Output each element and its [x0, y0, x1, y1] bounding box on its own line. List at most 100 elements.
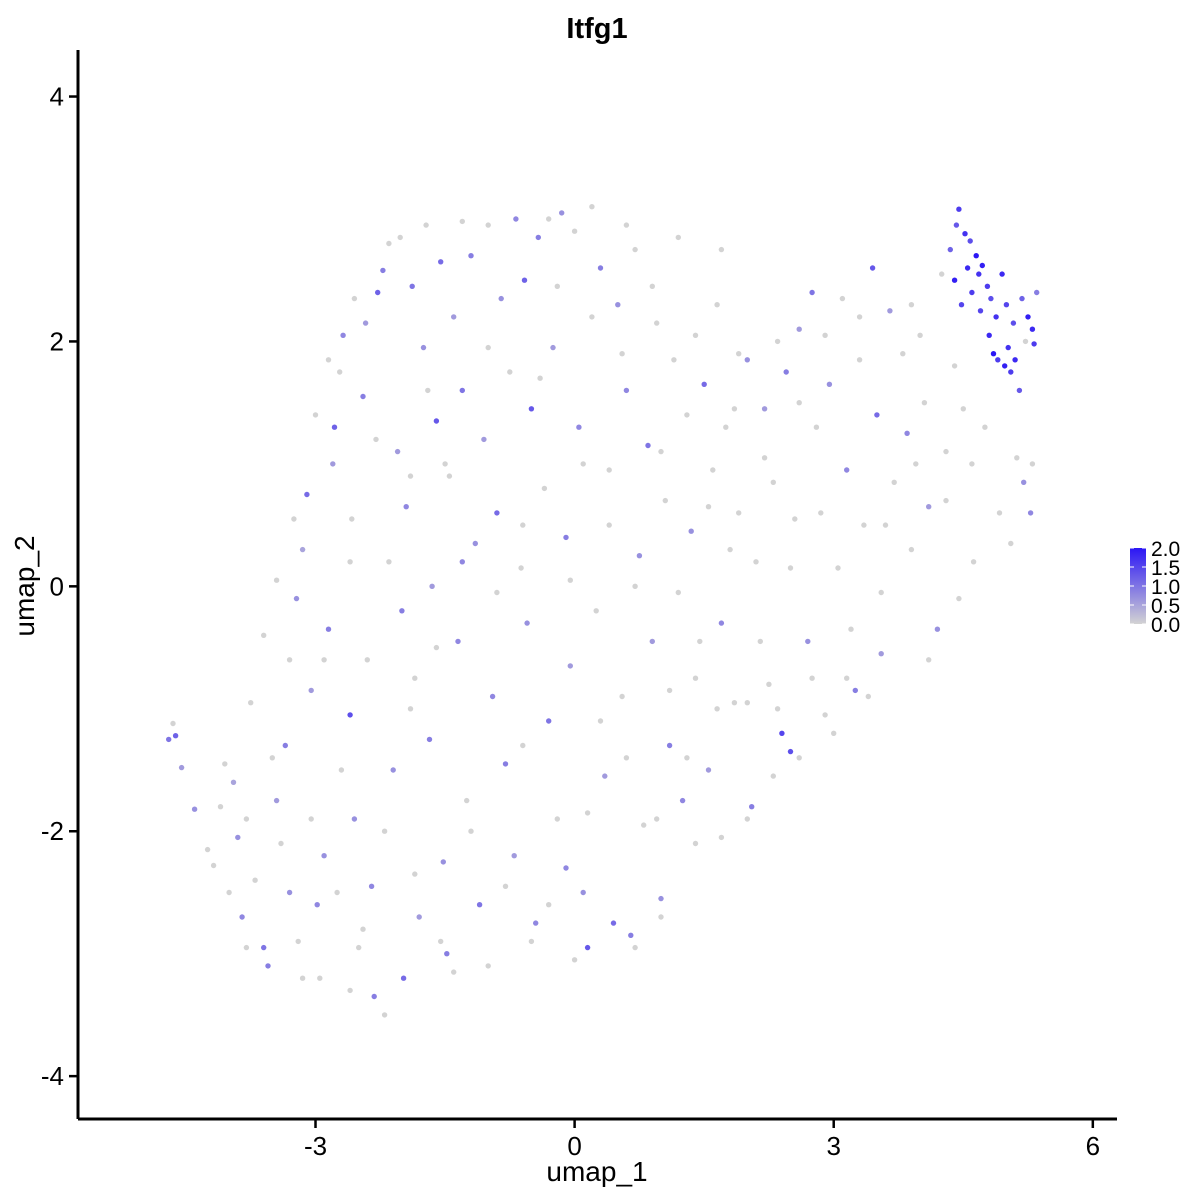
data-point [412, 675, 418, 681]
data-point [891, 479, 897, 485]
data-point [433, 644, 440, 651]
data-point [684, 755, 690, 761]
data-point [537, 375, 543, 381]
y-tick-label: -4 [41, 1061, 64, 1091]
data-point [308, 687, 314, 694]
data-point [766, 681, 772, 687]
data-point [399, 608, 405, 614]
data-point [321, 853, 327, 859]
data-point [995, 357, 1001, 363]
data-point [926, 504, 932, 510]
data-point [675, 589, 681, 596]
data-point [576, 424, 582, 430]
data-point [848, 626, 854, 632]
data-point [692, 332, 699, 338]
data-point [444, 951, 450, 957]
data-point [347, 987, 353, 994]
data-point [969, 461, 975, 467]
data-point [984, 283, 991, 289]
data-point [679, 797, 686, 804]
data-point [606, 522, 612, 528]
data-point [999, 271, 1005, 277]
data-point [602, 773, 608, 779]
data-point [701, 381, 707, 387]
data-point [723, 424, 729, 430]
data-point [546, 216, 552, 222]
data-point [962, 231, 968, 237]
data-point [831, 730, 837, 736]
data-point [1008, 540, 1014, 547]
data-point [958, 302, 965, 308]
data-point [498, 295, 504, 302]
data-point [459, 559, 465, 565]
data-point [507, 369, 513, 375]
data-point [632, 583, 638, 589]
data-point [269, 755, 275, 761]
data-point [960, 406, 966, 412]
data-point [887, 308, 893, 314]
data-point [826, 381, 833, 387]
data-point [455, 638, 461, 645]
data-point [926, 657, 932, 663]
data-point [1003, 302, 1010, 308]
data-point [744, 357, 750, 363]
data-point [554, 816, 560, 822]
chart-title: Itfg1 [566, 13, 627, 45]
data-point [688, 528, 694, 534]
data-point [464, 797, 470, 804]
data-point [844, 467, 850, 473]
data-point [426, 736, 433, 743]
data-point [520, 742, 526, 749]
data-point [511, 853, 517, 859]
data-point [839, 295, 846, 302]
data-point [809, 289, 815, 296]
data-point [429, 583, 435, 589]
data-point [1034, 289, 1040, 296]
data-point [597, 718, 604, 724]
data-point [697, 638, 703, 645]
data-point [731, 700, 738, 706]
data-point [658, 914, 664, 920]
data-point [364, 657, 370, 663]
data-point [494, 589, 500, 596]
data-point [204, 846, 211, 853]
data-point [774, 338, 781, 345]
data-point [362, 320, 369, 326]
data-point [779, 730, 785, 736]
data-point [559, 210, 565, 216]
data-point [451, 969, 457, 975]
data-point [226, 889, 232, 896]
y-tick-label: 0 [50, 571, 64, 601]
data-point [988, 295, 994, 302]
data-point [753, 559, 759, 565]
data-point [524, 620, 530, 626]
data-point [796, 326, 802, 332]
data-point [615, 302, 621, 308]
data-point [956, 206, 962, 212]
data-point [438, 259, 444, 265]
data-point [658, 448, 664, 455]
data-point [666, 742, 673, 749]
data-point [571, 957, 578, 963]
data-point [943, 448, 949, 455]
x-tick-label: 3 [826, 1131, 840, 1161]
data-point [331, 424, 338, 430]
data-point [476, 902, 483, 908]
data-point [340, 332, 346, 338]
data-point [400, 975, 407, 981]
data-point [360, 393, 366, 400]
data-point [210, 862, 217, 869]
data-point [610, 920, 617, 926]
data-point [425, 387, 431, 394]
colorbar-legend: 2.01.51.00.50.0 [1130, 538, 1180, 637]
data-point [908, 546, 915, 553]
data-point [921, 400, 928, 406]
data-point [636, 553, 643, 559]
data-point [675, 234, 681, 241]
data-point [291, 516, 297, 522]
y-tick-label: 2 [50, 326, 64, 356]
data-point [714, 706, 720, 712]
data-point [518, 565, 524, 571]
data-point [744, 816, 750, 822]
data-point [293, 595, 300, 602]
